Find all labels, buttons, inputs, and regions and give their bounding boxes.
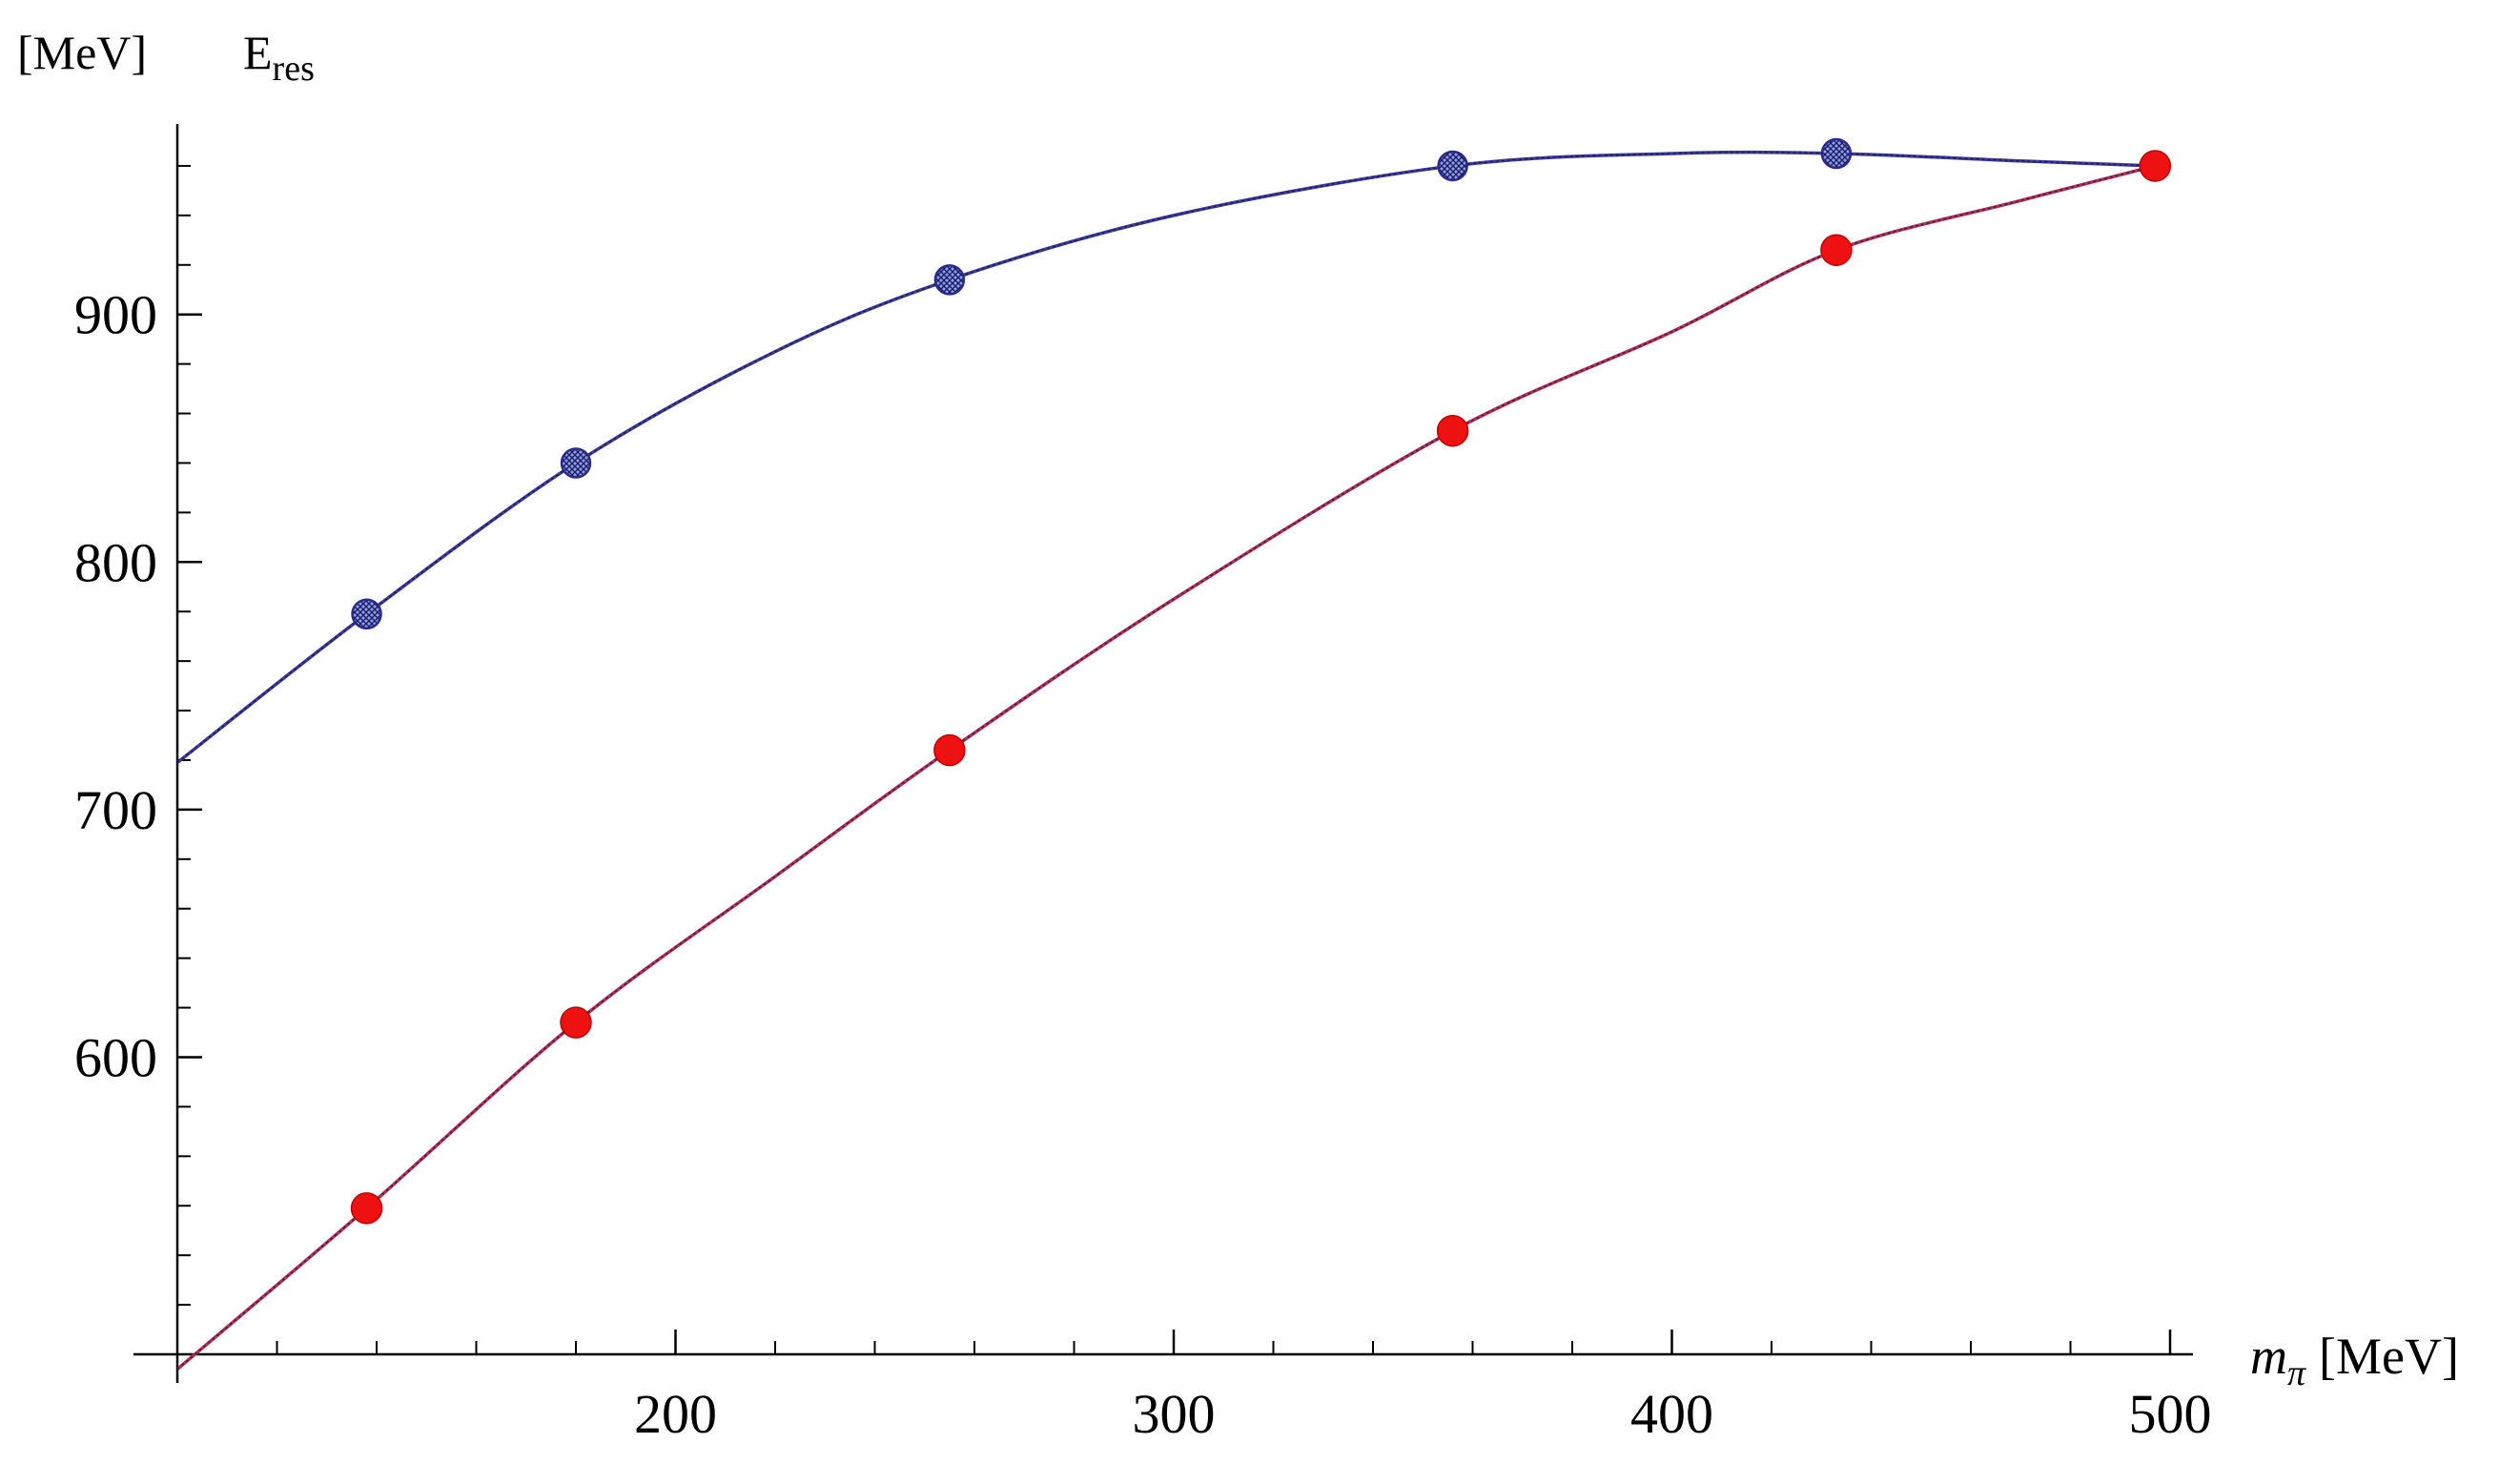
series-1-data-point <box>2139 150 2172 182</box>
curves-group <box>177 150 2156 1371</box>
x-tick-label: 200 <box>634 1383 717 1445</box>
y-unit-label: [MeV] <box>17 26 147 79</box>
y-tick-label: 600 <box>74 1026 157 1088</box>
x-axis-label: mπ [MeV] <box>2250 1328 2459 1393</box>
x-tick-label: 500 <box>2129 1383 2212 1445</box>
series-1-data-point <box>1436 414 1469 447</box>
y-axis-label: Eres <box>243 26 315 89</box>
series-1-data-point <box>560 1006 592 1039</box>
x-tick-label: 300 <box>1133 1383 1216 1445</box>
x-tick-label: 400 <box>1630 1383 1713 1445</box>
y-tick-label: 700 <box>74 779 157 841</box>
y-tick-label: 900 <box>74 284 157 346</box>
series-1-data-point <box>933 733 966 767</box>
markers-group <box>350 137 2172 1225</box>
series-0-data-point <box>560 447 592 479</box>
series-0-fit-curve-dotted <box>177 151 2156 764</box>
axes-group: 200 300 400 500 600 700 800 900 <box>74 124 2212 1445</box>
series-0-data-point <box>1437 150 1468 182</box>
series-0-data-point <box>933 264 966 296</box>
series-1-data-point <box>1820 234 1853 266</box>
series-1-fit-curve-dotted <box>177 165 2156 1371</box>
series-0-data-point <box>1820 137 1853 170</box>
y-tick-label: 800 <box>74 531 157 593</box>
series-1-data-point <box>350 1192 383 1225</box>
series-0-data-point <box>351 598 382 630</box>
series-1-fit-curve <box>177 164 2156 1371</box>
